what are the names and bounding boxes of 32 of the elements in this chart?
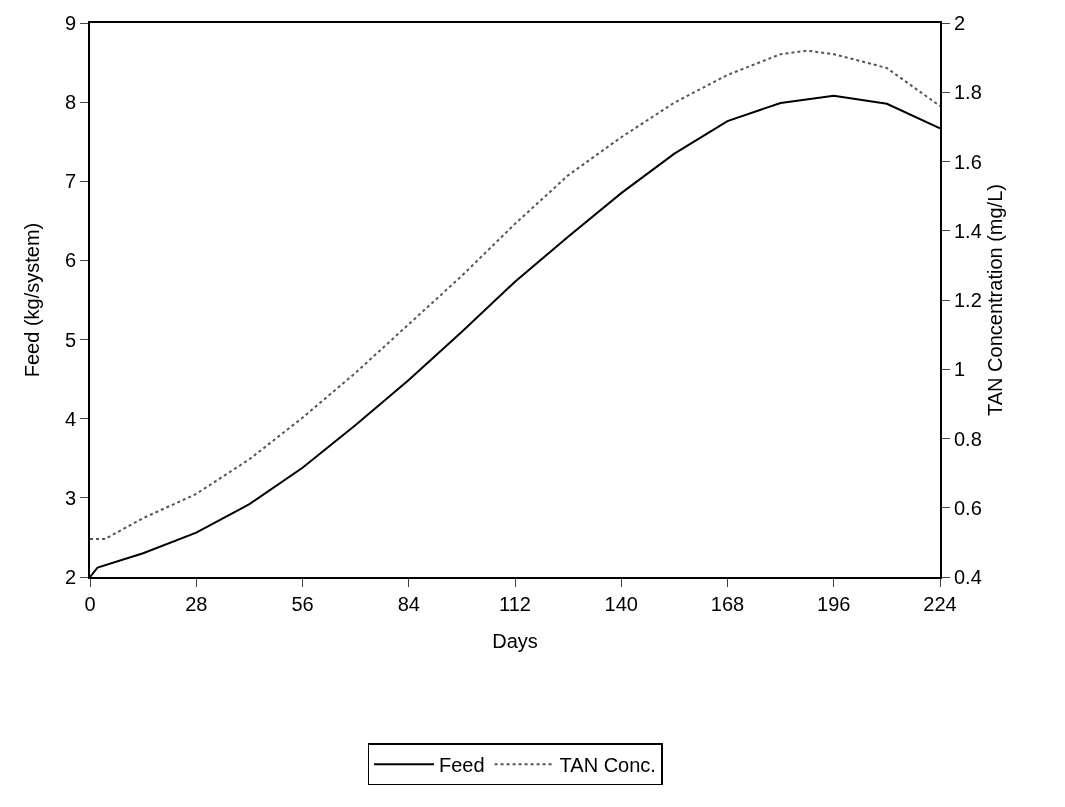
legend-label: TAN Conc. xyxy=(559,754,656,776)
x-tick-label: 112 xyxy=(499,593,531,615)
y-axis-title: Feed (kg/system) xyxy=(21,222,43,378)
x-tick-label: 168 xyxy=(710,593,745,615)
y-tick-label: 3 xyxy=(64,486,76,509)
y-tick-label: 9 xyxy=(64,12,76,34)
y2-tick-label: 1.6 xyxy=(954,150,982,173)
y-tick-label: 4 xyxy=(64,407,76,430)
y2-axis-title: TAN Concentration (mg/L) xyxy=(983,184,1006,416)
y-tick-label: 6 xyxy=(64,249,76,272)
y-tick-label: 5 xyxy=(64,328,76,351)
y2-tick-label: 1 xyxy=(954,358,966,381)
y2-tick-label: 0.4 xyxy=(954,566,982,588)
x-tick-label: 224 xyxy=(923,593,957,615)
y2-tick-label: 0.8 xyxy=(954,427,982,450)
y-tick-label: 8 xyxy=(64,91,76,114)
x-tick-label: 28 xyxy=(185,593,208,615)
x-tick-label: 84 xyxy=(397,593,420,615)
legend-label: Feed xyxy=(439,754,485,776)
y2-tick-label: 2 xyxy=(954,12,966,34)
y-tick-label: 7 xyxy=(64,170,76,193)
x-tick-label: 196 xyxy=(817,593,851,615)
x-axis-title: Days xyxy=(492,630,538,652)
x-tick-label: 56 xyxy=(291,593,314,615)
y2-tick-label: 1.4 xyxy=(954,219,982,242)
y-tick-label: 2 xyxy=(64,566,76,588)
y2-tick-label: 1.2 xyxy=(954,289,982,311)
line-series xyxy=(90,49,940,540)
y2-tick-label: 1.8 xyxy=(954,81,982,104)
x-tick-label: 140 xyxy=(604,593,638,615)
x-tick-label: 0 xyxy=(84,593,96,615)
y2-tick-label: 0.6 xyxy=(954,496,982,519)
